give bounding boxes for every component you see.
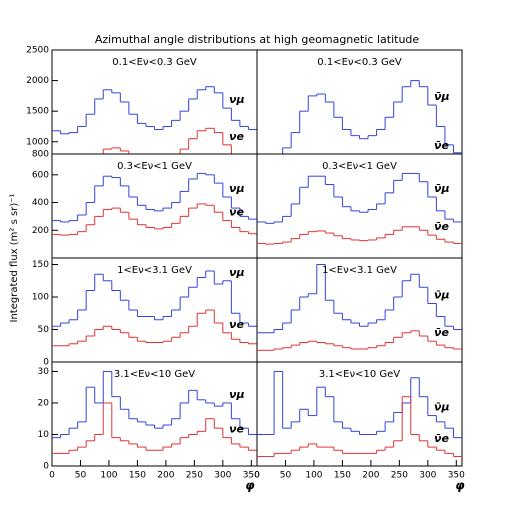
legend-label: νe [229,423,244,436]
y-tick-label: 30 [38,367,50,377]
x-tick-label: 100 [100,471,117,481]
x-tick-label: 50 [280,471,292,481]
y-tick-label: 100 [32,293,49,303]
x-tick-label: 150 [334,471,351,481]
legend-label: νe [229,130,244,143]
legend-label: ν̄e [434,326,449,339]
y-tick-label: 0 [43,462,49,472]
y-tick-label: 150 [32,260,49,270]
y-tick-label: 600 [32,170,49,180]
y-tick-label: 50 [38,325,50,335]
legend-label: νμ [229,182,245,195]
y-tick-label: 1000 [26,137,49,147]
legend-label: ν̄e [434,432,449,445]
legend-label: ν̄μ [434,182,450,195]
x-tick-label: 300 [214,471,231,481]
legend-label: νμ [229,93,245,106]
x-tick-label: 100 [305,471,322,481]
panel-label: 0.1<Eν<0.3 GeV [317,57,402,68]
y-tick-label: 800 [32,150,49,160]
x-tick-label: 150 [129,471,146,481]
y-tick-label: 1500 [26,107,49,117]
legend-label: νμ [229,266,245,279]
panel-label: 1<Eν<3.1 GeV [117,265,192,276]
panel-label: 3.1<Eν<10 GeV [319,369,400,380]
x-tick-label: 0 [49,471,55,481]
x-tick-label: 50 [75,471,87,481]
panel-frame [256,361,463,467]
y-tick-label: 0 [43,358,49,368]
legend-label: ν̄e [434,220,449,233]
y-tick-label: 400 [32,198,49,208]
x-tick-label: 0 [254,471,260,481]
legend-label: νe [229,318,244,331]
legend-label: ν̄μ [434,401,450,414]
y-tick-label: 2500 [26,46,49,56]
y-axis-label: Integrated flux (m² s sr)⁻¹ [9,193,20,322]
x-tick-label: 200 [157,471,174,481]
panel-label: 0.1<Eν<0.3 GeV [112,57,197,68]
x-tick-label: 200 [362,471,379,481]
x-axis-label: φ [455,479,465,493]
x-axis-label: φ [245,479,255,493]
x-tick-label: 250 [391,471,408,481]
x-tick-label: 250 [186,471,203,481]
panel-label: 3.1<Eν<10 GeV [114,369,195,380]
y-tick-label: 20 [38,398,50,408]
panel-label: 0.3<Eν<1 GeV [117,161,192,172]
x-tick-label: 350 [243,471,260,481]
y-tick-label: 10 [38,430,50,440]
legend-label: ν̄μ [434,289,450,302]
panel-label: 1<Eν<3.1 GeV [322,265,397,276]
panel-label: 0.3<Eν<1 GeV [322,161,397,172]
legend-label: νμ [229,388,245,401]
y-tick-label: 2000 [26,76,49,86]
x-tick-label: 350 [448,471,465,481]
x-tick-label: 300 [419,471,436,481]
y-tick-label: 200 [32,226,49,236]
figure-title: Azimuthal angle distributions at high ge… [95,33,420,46]
legend-label: ν̄μ [434,90,450,103]
legend-label: ν̄e [434,139,449,152]
legend-label: νe [229,206,244,219]
